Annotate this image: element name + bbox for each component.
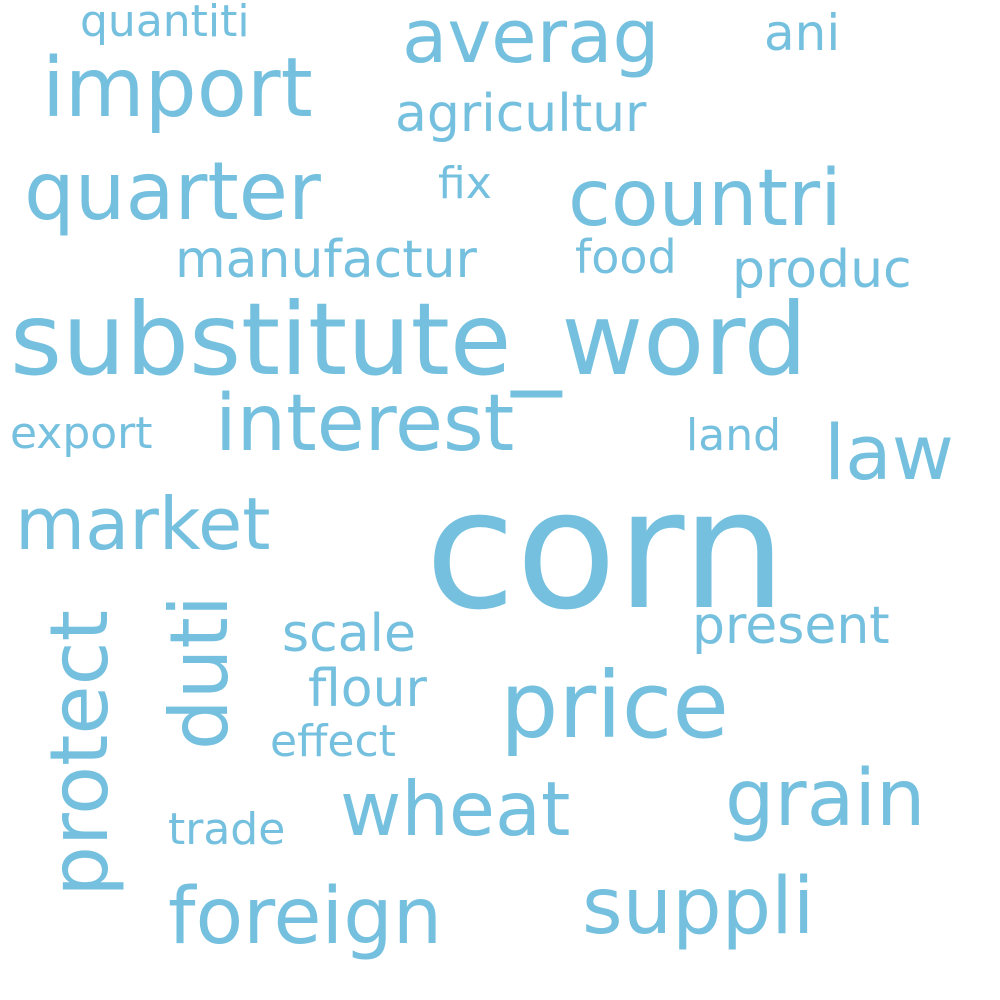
word-export: export: [10, 408, 153, 459]
word-wheat: wheat: [340, 765, 571, 853]
word-quantiti: quantiti: [80, 0, 250, 47]
word-food: food: [575, 230, 677, 284]
word-substitute-word: substitute_word: [10, 281, 808, 398]
word-effect: effect: [270, 716, 396, 767]
word-scale: scale: [282, 604, 416, 664]
word-import: import: [42, 41, 313, 136]
word-quarter: quarter: [24, 145, 321, 238]
word-market: market: [15, 482, 271, 566]
word-protect: protect: [33, 610, 126, 897]
word-averag: averag: [402, 0, 660, 80]
word-present: present: [692, 596, 890, 656]
word-agricultur: agricultur: [395, 84, 647, 144]
word-interest: interest: [215, 379, 515, 469]
word-grain: grain: [725, 754, 926, 844]
word-foreign: foreign: [168, 872, 443, 962]
word-countri: countri: [568, 154, 842, 244]
word-manufactur: manufactur: [175, 230, 477, 290]
word-fix: fix: [438, 158, 492, 209]
word-corn: corn: [425, 454, 787, 646]
word-ani: ani: [764, 4, 841, 62]
word-land: land: [686, 410, 782, 461]
word-law: law: [824, 408, 954, 497]
word-produc: produc: [732, 240, 912, 300]
word-price: price: [500, 652, 729, 759]
word-flour: flour: [308, 659, 427, 719]
word-suppli: suppli: [582, 862, 815, 952]
word-trade: trade: [168, 804, 286, 855]
word-duti: duti: [153, 595, 246, 751]
